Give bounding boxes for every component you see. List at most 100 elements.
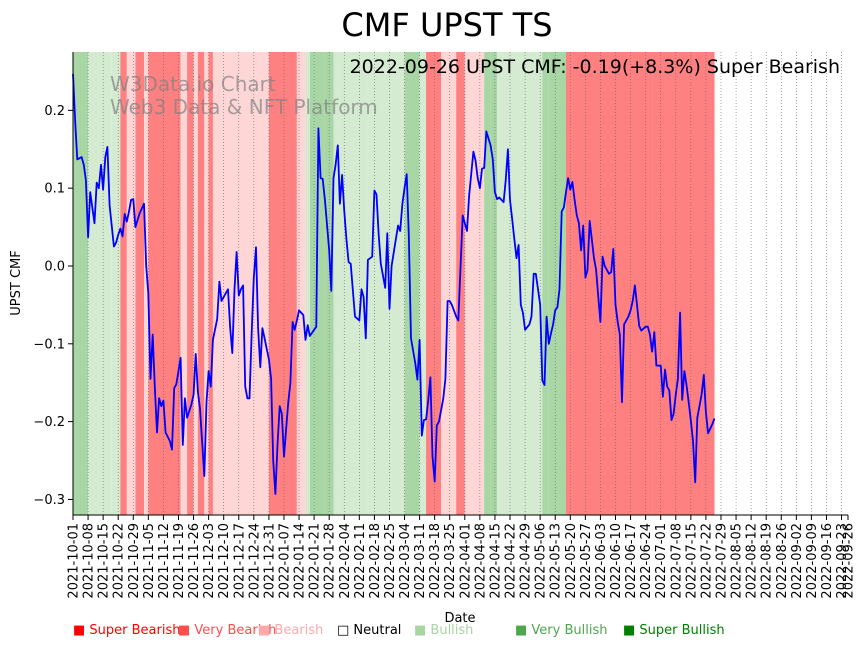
series-layer xyxy=(72,73,716,495)
x-ticks: 2021-10-01 2021-10-08 2021-10-15 2021-10-22… xyxy=(67,515,857,599)
region-very-bullish xyxy=(559,52,566,515)
sentiment-regions xyxy=(73,52,715,515)
x-tick-label: 2022-07-22 xyxy=(699,523,714,599)
x-tick-label: 2021-12-24 xyxy=(247,523,262,599)
legend-item: ■ Bearish xyxy=(258,623,323,638)
region-bullish xyxy=(419,52,427,515)
region-bearish xyxy=(193,52,198,515)
legend: ■ Super Bearish■ Very Bearish■ Bearish □ … xyxy=(73,623,725,638)
region-bullish xyxy=(305,52,310,515)
x-tick-label: 2022-03-25 xyxy=(443,523,458,599)
region-bearish xyxy=(126,52,136,515)
region-super-bearish xyxy=(652,52,666,515)
x-tick-label: 2022-02-18 xyxy=(368,523,383,599)
x-tick-label: 2022-05-13 xyxy=(549,523,564,599)
region-super-bearish xyxy=(135,52,145,515)
x-tick-label: 2021-11-05 xyxy=(142,523,157,599)
region-very-bullish xyxy=(404,52,420,515)
x-tick-label: 2022-03-04 xyxy=(398,523,413,599)
x-tick-label: 2022-01-21 xyxy=(308,523,323,599)
x-tick-label: 2022-02-04 xyxy=(338,523,353,599)
x-tick-label: 2022-06-03 xyxy=(594,523,609,599)
region-super-bearish xyxy=(572,52,653,515)
region-super-bearish xyxy=(208,52,213,515)
y-tick-label: 0.1 xyxy=(44,182,65,197)
y-tick-label: −0.3 xyxy=(33,493,65,508)
watermark-line-1: W3Data.io Chart xyxy=(110,72,276,96)
y-tick-label: 0.2 xyxy=(44,104,65,119)
y-tick-label: −0.2 xyxy=(33,415,65,430)
x-tick-label: 2022-02-11 xyxy=(353,523,368,599)
x-tick-label: 2021-11-12 xyxy=(157,523,172,599)
region-very-bullish xyxy=(542,52,549,515)
x-tick-label: 2022-02-25 xyxy=(383,523,398,599)
axes xyxy=(72,52,848,516)
x-tick-label: 2022-09-09 xyxy=(805,523,820,599)
x-tick-label: 2022-04-08 xyxy=(473,523,488,599)
region-super-bearish xyxy=(120,52,127,515)
y-axis-label: UPST CMF xyxy=(9,250,24,315)
region-bearish xyxy=(464,52,485,515)
region-bullish xyxy=(111,52,121,515)
region-bullish xyxy=(88,52,112,515)
x-tick-label: 2022-05-06 xyxy=(534,523,549,599)
region-super-bearish xyxy=(426,52,442,515)
region-super-bearish xyxy=(187,52,194,515)
region-bearish xyxy=(441,52,457,515)
x-tick-label: 2022-01-28 xyxy=(323,523,338,599)
x-tick-label: 2022-09-23 xyxy=(835,523,850,599)
x-tick-label: 2021-10-01 xyxy=(67,523,82,599)
x-tick-label: 2022-09-26 xyxy=(842,523,857,599)
y-ticks: 0.2 0.1 0.0 −0.1 −0.2 −0.3 xyxy=(33,104,73,508)
x-tick-label: 2022-03-11 xyxy=(413,523,428,599)
x-tick-label: 2022-09-16 xyxy=(820,523,835,599)
watermark-line-2: Web3 Data & NFT Platform xyxy=(110,95,378,119)
region-bullish xyxy=(383,52,405,515)
x-tick-label: 2022-04-22 xyxy=(504,523,519,599)
x-axis-label: Date xyxy=(444,611,475,626)
legend-item: ■ Super Bullish xyxy=(623,623,725,638)
x-tick-label: 2022-06-24 xyxy=(639,523,654,599)
legend-item: □ Neutral xyxy=(337,623,401,638)
x-tick-label: 2021-12-10 xyxy=(217,523,232,599)
region-super-bearish xyxy=(565,52,573,515)
region-very-bullish xyxy=(490,52,498,515)
latest-annotation: 2022-09-26 UPST CMF: -0.19(+8.3%) Super … xyxy=(350,56,840,78)
x-tick-label: 2022-01-14 xyxy=(293,523,308,599)
x-tick-label: 2022-04-29 xyxy=(519,523,534,599)
region-very-bullish xyxy=(484,52,491,515)
region-super-bearish xyxy=(148,52,181,515)
x-tick-label: 2022-07-01 xyxy=(654,523,669,599)
legend-item: ■ Super Bearish xyxy=(73,623,181,638)
x-tick-label: 2022-08-19 xyxy=(760,523,775,599)
x-tick-label: 2022-01-07 xyxy=(278,523,293,599)
x-tick-label: 2022-08-05 xyxy=(730,523,745,599)
region-bearish xyxy=(204,52,209,515)
region-bearish xyxy=(180,52,188,515)
region-bearish xyxy=(296,52,306,515)
series-line-0 xyxy=(72,73,716,495)
x-tick-label: 2022-07-15 xyxy=(684,523,699,599)
x-tick-label: 2022-08-12 xyxy=(745,523,760,599)
region-super-bearish xyxy=(197,52,205,515)
x-tick-label: 2021-10-29 xyxy=(127,523,142,599)
x-tick-label: 2021-11-26 xyxy=(187,523,202,599)
x-tick-label: 2022-04-15 xyxy=(488,523,503,599)
x-tick-label: 2022-08-26 xyxy=(775,523,790,599)
x-tick-label: 2022-05-20 xyxy=(564,523,579,599)
x-tick-label: 2022-05-27 xyxy=(579,523,594,599)
chart-title: CMF UPST TS xyxy=(341,6,552,44)
x-tick-label: 2021-11-19 xyxy=(172,523,187,599)
region-bearish xyxy=(144,52,149,515)
x-tick-label: 2021-10-15 xyxy=(97,523,112,599)
x-tick-label: 2021-10-22 xyxy=(112,523,127,599)
region-very-bullish xyxy=(548,52,560,515)
x-tick-label: 2021-10-08 xyxy=(82,523,97,599)
x-tick-label: 2022-09-02 xyxy=(790,523,805,599)
legend-item: ■ Bullish xyxy=(414,623,473,638)
x-tick-label: 2022-06-17 xyxy=(624,523,639,599)
region-bullish xyxy=(333,52,368,515)
x-tick-label: 2022-04-01 xyxy=(458,523,473,599)
x-tick-label: 2021-12-31 xyxy=(262,523,277,599)
